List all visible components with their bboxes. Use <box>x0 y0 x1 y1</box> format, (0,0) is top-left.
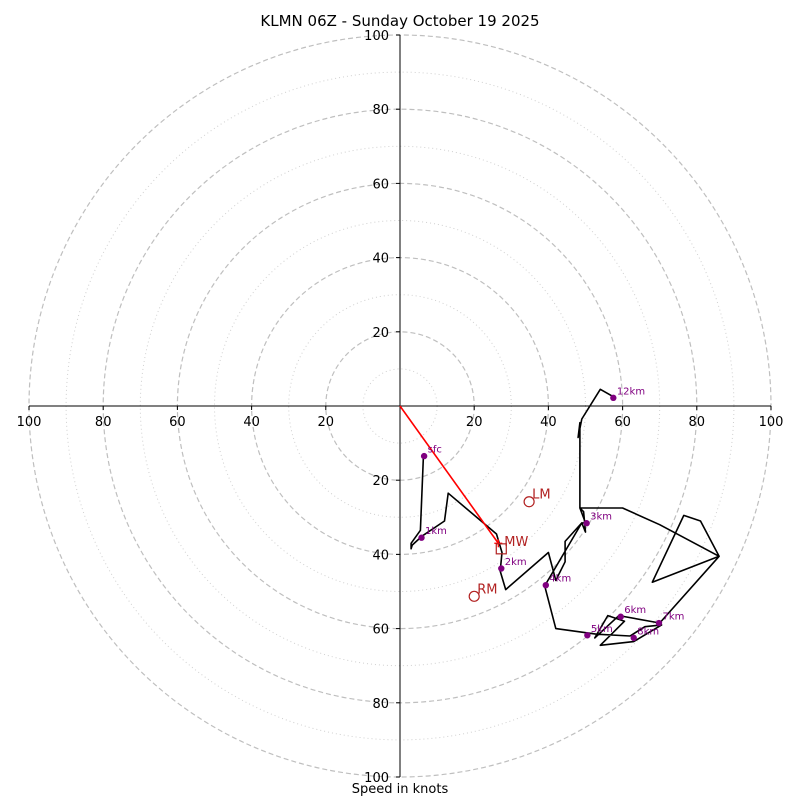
height-marker-point <box>617 613 624 620</box>
x-tick-label: 60 <box>169 415 186 430</box>
height-marker-label: 2km <box>505 557 527 568</box>
y-tick-label: 100 <box>364 29 389 44</box>
height-marker-point <box>610 394 617 402</box>
shear-vector-line <box>399 405 499 544</box>
height-marker-point <box>630 634 637 642</box>
x-tick-label: 100 <box>17 415 42 430</box>
storm-motion-marker <box>495 543 507 555</box>
y-tick-label: 40 <box>372 252 389 267</box>
height-marker-label: 8km <box>637 626 659 637</box>
storm-motion-label: RM <box>477 582 497 597</box>
height-marker-point <box>420 452 428 460</box>
height-marker-label: 6km <box>624 605 646 616</box>
x-axis-label: Speed in knots <box>351 782 449 797</box>
height-marker-point <box>542 581 550 589</box>
height-marker-label: 1km <box>425 526 447 537</box>
height-marker-label: 3km <box>590 512 612 523</box>
x-tick-label: 20 <box>466 415 483 430</box>
hodograph-trace <box>410 388 720 647</box>
height-marker-label: 7km <box>662 612 684 623</box>
y-tick-label: 60 <box>372 177 389 192</box>
x-tick-label: 100 <box>759 415 784 430</box>
x-tick-label: 60 <box>614 415 631 430</box>
height-marker-label: 5km <box>591 624 613 635</box>
height-marker-label: 12km <box>617 386 645 397</box>
storm-motion-label: MW <box>504 535 528 550</box>
y-tick-label: 60 <box>372 623 389 638</box>
height-marker-label: sfc <box>428 445 442 456</box>
height-marker-point <box>583 520 590 527</box>
x-tick-label: 20 <box>318 415 335 430</box>
y-tick-label: 20 <box>372 474 389 489</box>
y-tick-label: 40 <box>372 548 389 563</box>
storm-motion-marker <box>523 496 535 508</box>
y-tick-label: 100 <box>364 771 389 786</box>
x-tick-label: 80 <box>689 415 706 430</box>
chart-title: KLMN 06Z - Sunday October 19 2025 <box>260 12 540 30</box>
height-marker-point <box>655 619 663 627</box>
height-marker-point <box>498 565 505 572</box>
height-marker-point <box>584 632 591 639</box>
storm-motion-marker <box>468 590 480 602</box>
y-tick-label: 80 <box>372 697 389 712</box>
height-marker-label: 4km <box>549 574 571 585</box>
y-tick-label: 20 <box>372 326 389 341</box>
storm-motion-label: LM <box>532 488 550 503</box>
x-tick-label: 80 <box>95 415 112 430</box>
y-tick-label: 80 <box>372 103 389 118</box>
x-tick-label: 40 <box>243 415 260 430</box>
height-marker-point <box>418 534 425 541</box>
x-tick-label: 40 <box>540 415 557 430</box>
